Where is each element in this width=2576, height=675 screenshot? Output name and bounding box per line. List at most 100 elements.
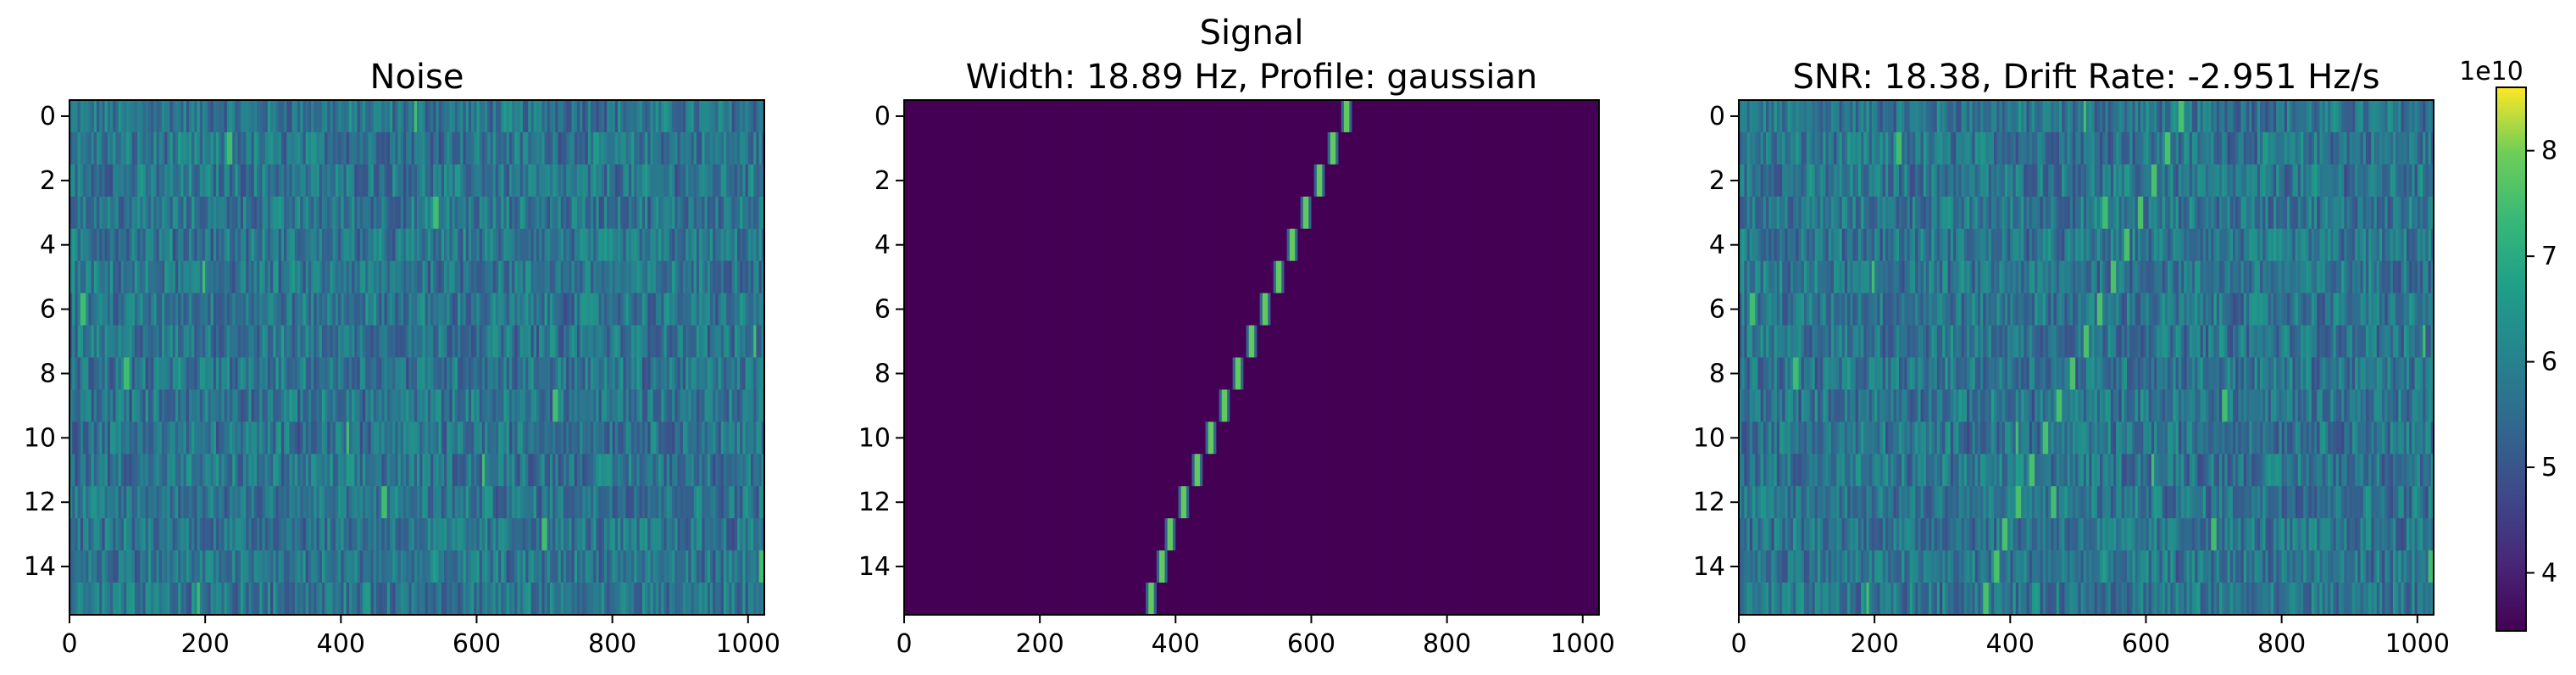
heat-cell bbox=[485, 164, 488, 198]
heat-cell bbox=[140, 357, 144, 391]
heat-cell bbox=[639, 228, 643, 262]
heat-cell bbox=[582, 100, 586, 133]
heat-cell bbox=[702, 196, 706, 230]
heat-cell bbox=[691, 421, 695, 455]
heat-cell bbox=[587, 131, 591, 165]
heat-cell bbox=[397, 421, 402, 455]
heat-cell bbox=[417, 196, 420, 230]
heat-cell bbox=[709, 100, 713, 133]
y-tick-label: 12 bbox=[24, 488, 56, 517]
heat-cell bbox=[80, 486, 84, 519]
heat-cell bbox=[508, 325, 513, 359]
heat-cell bbox=[251, 421, 255, 455]
heat-cell bbox=[669, 325, 673, 359]
heat-cell bbox=[215, 357, 219, 391]
heat-cell bbox=[352, 228, 355, 262]
heat-cell bbox=[297, 228, 301, 262]
heat-cell bbox=[251, 357, 255, 391]
heat-cell bbox=[243, 131, 247, 165]
heat-cell bbox=[736, 196, 741, 230]
heat-cell bbox=[208, 196, 212, 230]
heat-cell bbox=[248, 100, 253, 133]
heat-cell bbox=[620, 196, 625, 230]
heat-cell bbox=[707, 131, 711, 165]
heat-cell bbox=[747, 454, 752, 487]
heat-cell bbox=[514, 260, 519, 294]
heat-cell bbox=[558, 100, 562, 133]
heat-cell bbox=[582, 164, 586, 198]
heat-cell bbox=[740, 100, 743, 133]
heat-cell bbox=[335, 325, 339, 359]
heat-cell bbox=[495, 325, 499, 359]
heat-cell bbox=[677, 454, 681, 487]
heat-cell bbox=[745, 100, 749, 133]
heat-cell bbox=[419, 357, 423, 391]
heat-cell bbox=[641, 196, 646, 230]
heat-cell bbox=[210, 293, 214, 326]
heat-cell bbox=[422, 131, 426, 165]
heat-cell bbox=[647, 260, 652, 294]
heat-cell bbox=[427, 357, 431, 391]
heat-cell bbox=[221, 131, 225, 165]
heat-cell bbox=[569, 293, 573, 326]
heat-cell bbox=[463, 228, 467, 262]
heat-cell bbox=[645, 293, 648, 326]
heat-cell bbox=[652, 325, 657, 359]
heat-cell bbox=[348, 293, 353, 326]
heat-cell bbox=[251, 131, 255, 165]
heat-cell bbox=[118, 196, 122, 230]
heat-cell bbox=[275, 389, 280, 422]
heat-cell bbox=[419, 196, 423, 230]
heat-cell bbox=[569, 131, 573, 165]
heat-cell bbox=[753, 196, 757, 230]
heat-cell bbox=[259, 260, 264, 294]
heat-cell bbox=[381, 260, 386, 294]
heat-cell bbox=[280, 228, 285, 262]
heat-cell bbox=[560, 357, 564, 391]
heat-cell bbox=[284, 293, 287, 326]
heat-cell bbox=[552, 357, 556, 391]
heat-cell bbox=[607, 454, 611, 487]
heat-cell bbox=[591, 100, 594, 133]
heat-cell bbox=[395, 421, 399, 455]
heat-cell bbox=[352, 421, 355, 455]
heat-cell bbox=[335, 164, 339, 198]
heat-cell bbox=[321, 293, 325, 326]
heat-cell bbox=[441, 131, 445, 165]
heat-cell bbox=[208, 228, 212, 262]
heat-cell bbox=[596, 228, 600, 262]
heat-cell bbox=[713, 325, 716, 359]
heat-cell bbox=[487, 389, 491, 422]
heat-cell bbox=[273, 164, 277, 198]
heat-cell bbox=[436, 131, 440, 165]
heat-cell bbox=[180, 164, 185, 198]
heat-cell bbox=[460, 196, 464, 230]
heat-cell bbox=[715, 325, 719, 359]
heat-cell bbox=[311, 421, 314, 455]
heat-cell bbox=[645, 260, 648, 294]
heat-cell bbox=[259, 131, 264, 165]
heat-cell bbox=[449, 100, 453, 133]
heat-cell bbox=[267, 325, 271, 359]
heat-cell bbox=[180, 389, 185, 422]
heat-cell bbox=[576, 228, 580, 262]
heat-cell bbox=[481, 325, 486, 359]
heat-cell bbox=[704, 131, 708, 165]
heat-cell bbox=[693, 228, 697, 262]
heat-cell bbox=[224, 325, 228, 359]
heat-cell bbox=[134, 454, 138, 487]
heat-cell bbox=[713, 131, 716, 165]
heat-cell bbox=[691, 293, 695, 326]
heat-cell bbox=[661, 421, 665, 455]
heat-cell bbox=[614, 421, 619, 455]
heat-cell bbox=[395, 131, 399, 165]
heat-cell bbox=[541, 196, 546, 230]
heat-cell bbox=[311, 454, 314, 487]
heat-cell bbox=[384, 357, 388, 391]
heat-cell bbox=[604, 454, 608, 487]
heat-cell bbox=[158, 196, 163, 230]
heat-cell bbox=[476, 454, 480, 487]
heat-cell bbox=[75, 389, 79, 422]
heat-cell bbox=[702, 421, 706, 455]
heat-cell bbox=[291, 196, 296, 230]
